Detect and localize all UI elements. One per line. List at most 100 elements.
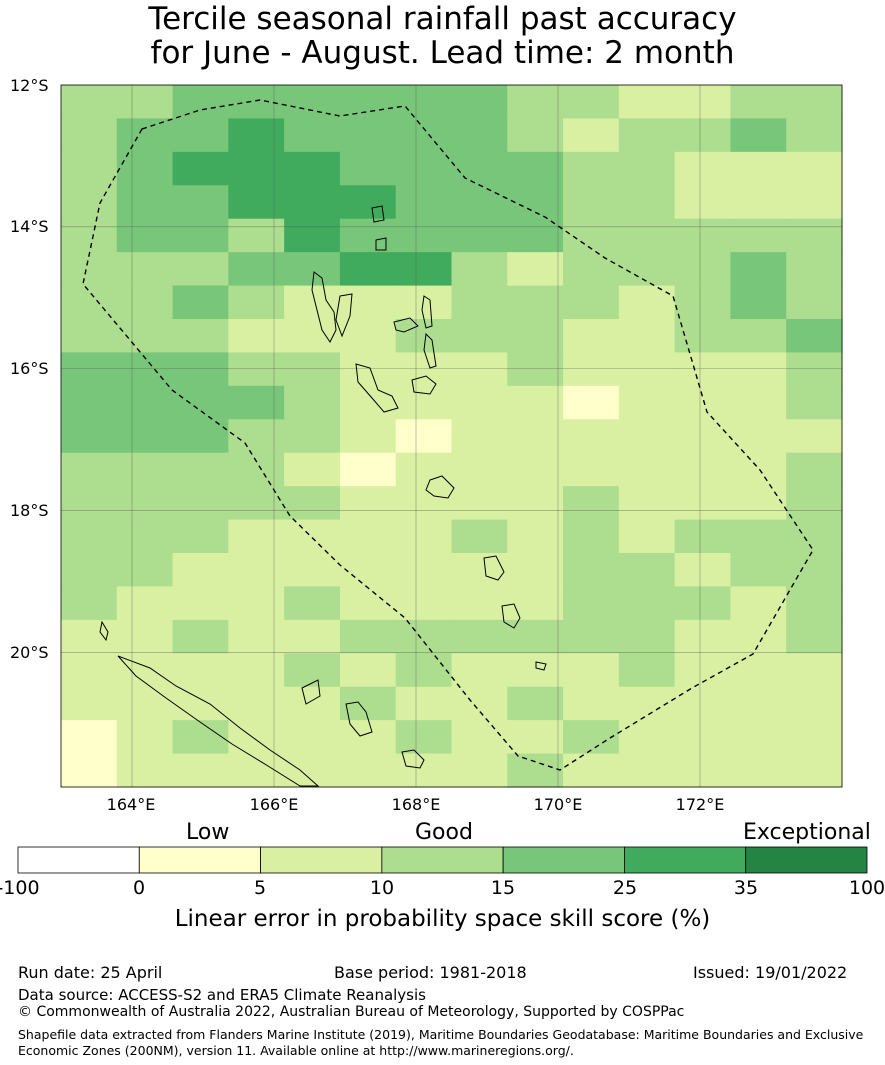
skill-cell: [339, 753, 397, 788]
skill-cell: [228, 653, 285, 688]
skill-cell: [228, 151, 285, 186]
skill-cell: [61, 653, 118, 688]
skill-cell: [730, 452, 787, 487]
skill-cell: [507, 486, 564, 521]
island-outline: [425, 475, 455, 499]
skill-cell: [451, 419, 508, 454]
colorbar-segment: [138, 846, 261, 874]
skill-cell: [786, 686, 843, 721]
skill-cell: [730, 586, 787, 621]
skill-cell: [61, 720, 118, 755]
skill-cell: [395, 653, 453, 688]
skill-cell: [61, 319, 118, 354]
category-exceptional: Exceptional: [743, 820, 871, 845]
lon-tick-168e: 168°E: [391, 795, 441, 814]
skill-cell: [451, 486, 508, 521]
skill-cell: [284, 352, 341, 387]
shapefile-credit-line2: Economic Zones (200NM), version 11. Avai…: [18, 1043, 574, 1058]
map-title-line2: for June - August. Lead time: 2 month: [150, 35, 735, 71]
skill-cell: [786, 185, 843, 220]
skill-cell: [284, 586, 341, 621]
skill-cell: [674, 753, 732, 788]
skill-cell: [61, 285, 118, 320]
skill-cell: [172, 753, 229, 788]
skill-cell: [61, 85, 118, 120]
skill-cell: [618, 519, 676, 554]
skill-cell: [284, 85, 341, 120]
island-outline: [401, 749, 425, 769]
skill-cell: [116, 686, 174, 721]
skill-cell: [172, 218, 229, 253]
skill-cell: [674, 151, 732, 186]
skill-cell: [284, 452, 341, 487]
skill-cell: [563, 85, 620, 120]
colorbar-title: Linear error in probability space skill …: [174, 906, 711, 932]
skill-cell: [507, 185, 564, 220]
skill-cell: [116, 252, 174, 287]
skill-cell: [563, 686, 620, 721]
skill-cell: [116, 753, 174, 788]
skill-cell: [339, 285, 397, 320]
skill-cell: [786, 285, 843, 320]
skill-cell: [786, 352, 843, 387]
skill-cell: [284, 619, 341, 654]
skill-cell: [786, 151, 843, 186]
skill-cell: [786, 753, 843, 788]
skill-cell: [172, 720, 229, 755]
skill-cell: [730, 419, 787, 454]
map-frame: [60, 84, 843, 788]
skill-cell: [395, 586, 453, 621]
skill-cell: [674, 720, 732, 755]
skill-cell: [674, 319, 732, 354]
skill-cell: [563, 151, 620, 186]
colorbar-segment: [17, 846, 140, 874]
skill-cell: [339, 185, 397, 220]
island-outline: [345, 701, 373, 737]
skill-cell: [284, 519, 341, 554]
skill-cell: [172, 619, 229, 654]
skill-cell: [618, 252, 676, 287]
skill-cell: [228, 352, 285, 387]
island-outline: [483, 555, 505, 581]
skill-cell: [507, 519, 564, 554]
skill-cell: [786, 85, 843, 120]
lat-tick-14s: 14°S: [10, 217, 49, 236]
skill-cell: [228, 486, 285, 521]
skill-cell: [451, 720, 508, 755]
skill-cell: [730, 85, 787, 120]
skill-cell: [730, 118, 787, 153]
colorbar-segment: [624, 846, 747, 874]
colorbar-segment: [381, 846, 504, 874]
skill-cell: [116, 185, 174, 220]
data-source: Data source: ACCESS-S2 and ERA5 Climate …: [18, 986, 426, 1004]
lat-tick-20s: 20°S: [10, 643, 49, 662]
lat-tick-16s: 16°S: [10, 359, 49, 378]
skill-cell: [116, 319, 174, 354]
skill-cell: [172, 319, 229, 354]
skill-cell: [61, 252, 118, 287]
skill-cell: [339, 118, 397, 153]
skill-cell: [61, 519, 118, 554]
skill-cell: [730, 553, 787, 588]
skill-cell: [61, 185, 118, 220]
skill-cell: [618, 285, 676, 320]
skill-cell: [786, 218, 843, 253]
skill-cell: [451, 519, 508, 554]
skill-cell: [563, 185, 620, 220]
skill-cell: [786, 385, 843, 420]
skill-cell: [507, 352, 564, 387]
skill-cell: [116, 553, 174, 588]
colorbar-tick: -100: [0, 877, 40, 899]
island-outline: [371, 205, 385, 223]
skill-cell: [674, 252, 732, 287]
skill-cell: [507, 218, 564, 253]
skill-cell: [395, 619, 453, 654]
base-period: Base period: 1981-2018: [334, 963, 527, 982]
skill-cell: [172, 85, 229, 120]
skill-cell: [507, 653, 564, 688]
island-outline: [99, 620, 109, 642]
colorbar: [17, 846, 868, 874]
skill-cell: [786, 118, 843, 153]
skill-cell: [228, 118, 285, 153]
skill-cell: [507, 385, 564, 420]
